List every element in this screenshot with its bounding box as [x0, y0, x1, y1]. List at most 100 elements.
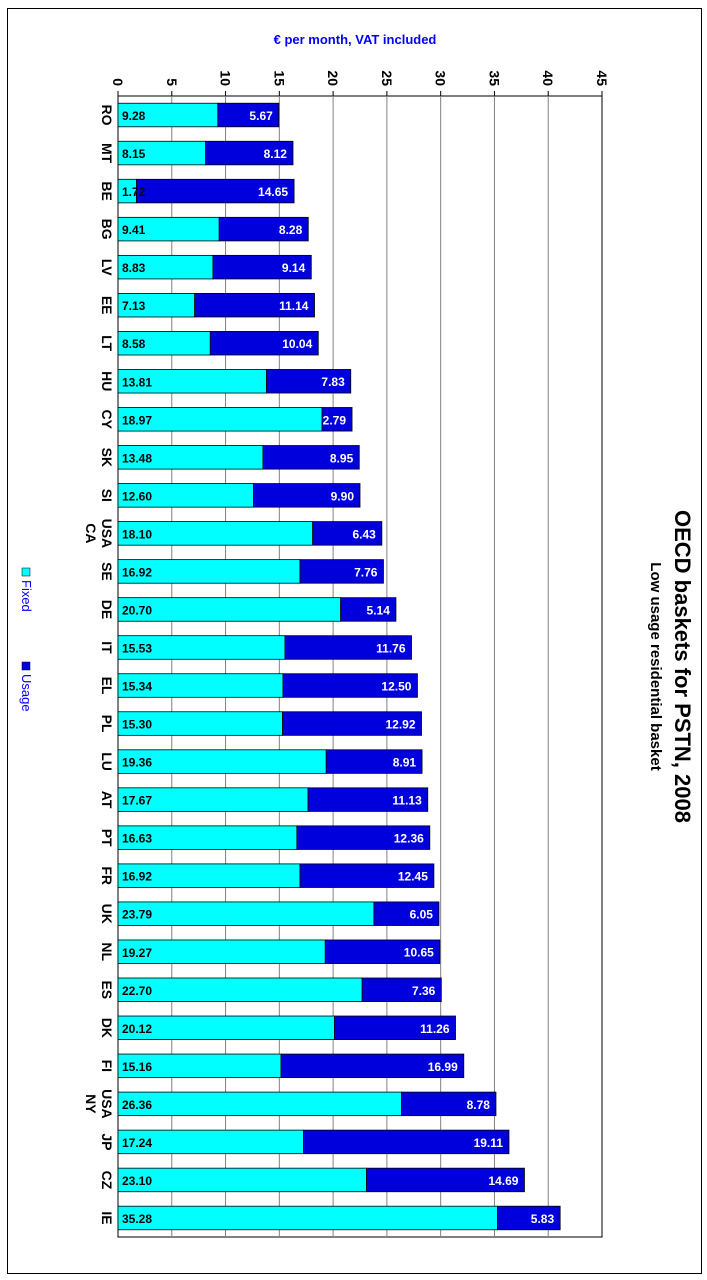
fixed-value-label: 8.58 [122, 337, 146, 351]
bar-usage [334, 1015, 456, 1041]
category-label: IT [99, 641, 115, 654]
category-label: LU [99, 752, 115, 771]
category-label: UK [99, 904, 115, 924]
bar-usage [266, 369, 352, 394]
bar-usage [366, 1167, 525, 1193]
usage-value-label: 8.12 [264, 147, 288, 161]
usage-value-label: 12.92 [385, 718, 415, 732]
usage-value-label: 9.14 [282, 261, 306, 275]
category-label: IE [99, 1211, 115, 1224]
bar-usage [312, 521, 383, 546]
bar-usage [303, 1129, 510, 1155]
usage-value-label: 6.05 [410, 908, 434, 922]
value-tick-label: 45 [594, 70, 610, 86]
bar-usage [282, 673, 418, 698]
bar-fixed [117, 1205, 498, 1231]
fixed-value-label: 15.34 [122, 680, 152, 694]
fixed-value-label: 8.15 [122, 147, 146, 161]
legend-usage-swatch [21, 661, 31, 671]
category-label: NL [99, 942, 115, 961]
bar-usage [299, 863, 435, 888]
bar-usage [296, 825, 431, 850]
usage-value-label: 7.76 [354, 565, 378, 579]
usage-value-label: 8.95 [330, 451, 354, 465]
legend-fixed-label: Fixed [19, 580, 34, 612]
value-tick-label: 0 [110, 78, 126, 86]
fixed-value-label: 26.36 [122, 1098, 152, 1112]
fixed-value-label: 23.79 [122, 908, 152, 922]
legend: Fixed Usage [19, 567, 34, 712]
usage-value-label: 11.26 [420, 1022, 450, 1036]
fixed-value-label: 7.13 [122, 299, 146, 313]
fixed-value-label: 20.70 [122, 603, 152, 617]
category-label: BE [99, 181, 115, 200]
bar-usage [325, 749, 423, 774]
usage-value-label: 12.50 [381, 680, 411, 694]
bar-usage [284, 635, 412, 660]
usage-value-label: 14.65 [258, 185, 288, 199]
category-label: EE [99, 296, 115, 315]
category-label: CA [83, 523, 99, 543]
usage-value-label: 14.69 [488, 1174, 518, 1188]
usage-value-label: 8.28 [279, 223, 303, 237]
category-label: EL [99, 677, 115, 695]
fixed-value-label: 22.70 [122, 984, 152, 998]
category-label: CZ [99, 1171, 115, 1190]
fixed-value-label: 18.10 [122, 527, 152, 541]
category-label: CY [99, 410, 115, 430]
value-tick-label: 20 [325, 70, 341, 86]
fixed-value-label: 13.81 [122, 375, 152, 389]
fixed-value-label: 18.97 [122, 413, 152, 427]
usage-value-label: 8.78 [467, 1098, 491, 1112]
category-label: MT [99, 143, 115, 164]
usage-value-label: 8.91 [393, 756, 417, 770]
usage-value-label: 10.65 [404, 946, 434, 960]
category-label: JP [99, 1133, 115, 1150]
rotated-chart-group: 0 5 10 15 20 25 30 35 40 45 9.28 5.67 RO 8.15 8.12 MT 1.… [19, 32, 695, 1238]
fixed-value-label: 9.41 [122, 223, 146, 237]
usage-value-label: 11.13 [392, 794, 422, 808]
bar-usage [205, 140, 294, 166]
category-label: DE [99, 600, 115, 619]
fixed-value-label: 17.67 [122, 794, 152, 808]
usage-value-label: 9.90 [331, 489, 355, 503]
usage-value-label: 6.43 [352, 527, 376, 541]
fixed-value-label: 16.92 [122, 565, 152, 579]
bar-usage [324, 939, 441, 964]
fixed-value-label: 16.63 [122, 832, 152, 846]
value-tick-label: 35 [486, 70, 502, 86]
bar-usage [361, 977, 442, 1002]
bar-fixed [117, 1091, 402, 1117]
usage-value-label: 11.14 [279, 299, 309, 313]
bar-usage [340, 597, 397, 622]
bar-usage [401, 1091, 497, 1117]
category-label: FR [99, 866, 115, 885]
fixed-value-label: 13.48 [122, 451, 152, 465]
bar-usage [253, 483, 361, 508]
usage-value-label: 5.83 [531, 1212, 555, 1226]
usage-value-label: 5.14 [367, 603, 391, 617]
bar-usage [373, 901, 440, 926]
fixed-value-label: 12.60 [122, 489, 152, 503]
category-label: HU [99, 371, 115, 391]
category-label: LV [99, 259, 115, 277]
chart-subtitle: Low usage residential basket [647, 562, 664, 770]
value-tick-label: 30 [433, 70, 449, 86]
bar-usage [262, 445, 360, 470]
fixed-value-label: 15.30 [122, 718, 152, 732]
fixed-value-label: 35.28 [122, 1212, 152, 1226]
category-label: PL [99, 715, 115, 733]
usage-value-label: 7.36 [412, 984, 436, 998]
bar-usage [217, 102, 280, 128]
fixed-value-label: 15.53 [122, 641, 152, 655]
category-label: FI [99, 1060, 115, 1072]
value-tick-label: 15 [271, 70, 287, 86]
bar-fixed [117, 977, 363, 1002]
bar-usage [321, 407, 353, 432]
bar-usage [194, 292, 315, 318]
bar-usage [209, 331, 319, 356]
value-tick-label: 25 [379, 70, 395, 86]
value-tick-label: 10 [218, 70, 234, 86]
category-label: RO [99, 105, 115, 126]
fixed-value-label: 9.28 [122, 109, 146, 123]
